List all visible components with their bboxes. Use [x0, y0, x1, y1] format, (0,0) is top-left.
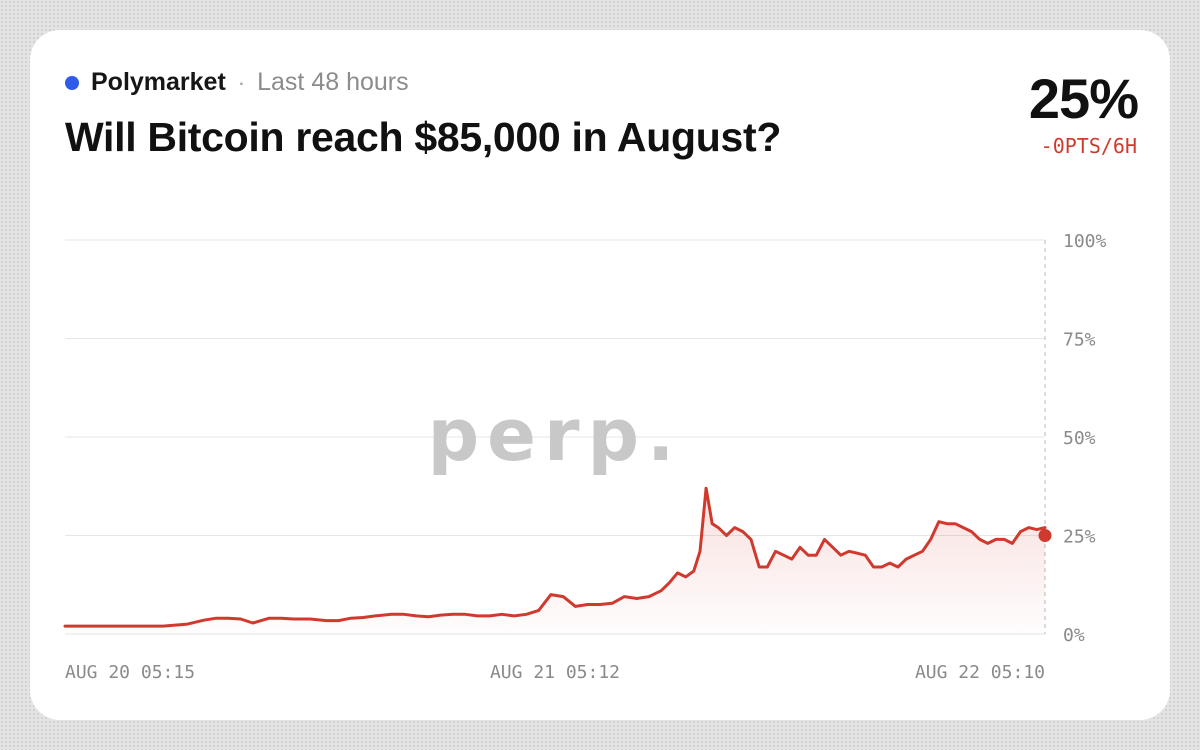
series-area: [65, 488, 1045, 634]
y-tick-label: 100%: [1063, 231, 1107, 252]
market-title: Will Bitcoin reach $85,000 in August?: [65, 114, 782, 160]
current-value-marker[interactable]: [1038, 529, 1052, 542]
y-tick-label: 25%: [1063, 527, 1096, 548]
series-line: [63, 486, 1047, 628]
current-probability: 25%: [1028, 67, 1139, 130]
x-tick-label: AUG 22 05:10: [915, 662, 1045, 683]
y-tick-label: 75%: [1063, 330, 1096, 351]
source-label[interactable]: Polymarket: [91, 68, 226, 96]
x-tick-label: AUG 21 05:12: [490, 662, 620, 683]
change-indicator: -0PTS/6H: [1040, 134, 1137, 158]
header-meta: Polymarket · Last 48 hours: [65, 68, 409, 97]
watermark-logo: perp.: [428, 393, 683, 477]
source-dot-icon: [65, 75, 79, 90]
x-tick-label: AUG 20 05:15: [65, 662, 195, 683]
period-label: Last 48 hours: [257, 68, 409, 96]
y-tick-label: 0%: [1063, 625, 1085, 646]
separator: ·: [237, 69, 246, 95]
y-tick-label: 50%: [1063, 428, 1096, 449]
